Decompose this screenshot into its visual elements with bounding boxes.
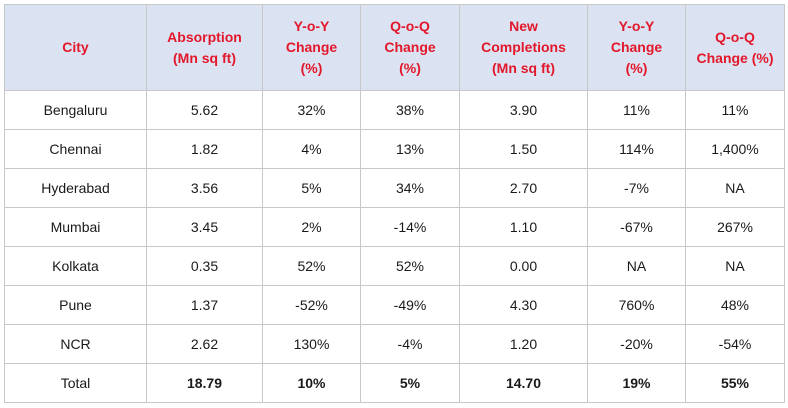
city-cell: Mumbai xyxy=(4,207,147,247)
total-completions-cell: 14.70 xyxy=(459,363,588,403)
header-city: City xyxy=(4,4,147,91)
absorption-cell: 3.45 xyxy=(146,207,263,247)
completions-yoy-cell: NA xyxy=(587,246,686,286)
city-cell: Bengaluru xyxy=(4,90,147,130)
city-cell: Chennai xyxy=(4,129,147,169)
city-cell: Kolkata xyxy=(4,246,147,286)
header-completions-yoy: Y-o-Y Change (%) xyxy=(587,4,686,91)
completions-cell: 1.20 xyxy=(459,324,588,364)
completions-cell: 4.30 xyxy=(459,285,588,325)
completions-cell: 2.70 xyxy=(459,168,588,208)
absorption-qoq-cell: -14% xyxy=(360,207,460,247)
absorption-yoy-cell: 5% xyxy=(262,168,361,208)
absorption-qoq-cell: 38% xyxy=(360,90,460,130)
absorption-qoq-cell: 34% xyxy=(360,168,460,208)
header-line: (%) xyxy=(399,60,421,76)
absorption-cell: 5.62 xyxy=(146,90,263,130)
table-row: Hyderabad 3.56 5% 34% 2.70 -7% NA xyxy=(4,168,785,208)
table-row: Mumbai 3.45 2% -14% 1.10 -67% 267% xyxy=(4,207,785,247)
table-row: Pune 1.37 -52% -49% 4.30 760% 48% xyxy=(4,285,785,325)
city-cell: Hyderabad xyxy=(4,168,147,208)
total-absorption-yoy-cell: 10% xyxy=(262,363,361,403)
header-row: City Absorption (Mn sq ft) Y-o-Y Change … xyxy=(4,4,785,91)
table-row: Kolkata 0.35 52% 52% 0.00 NA NA xyxy=(4,246,785,286)
completions-yoy-cell: 114% xyxy=(587,129,686,169)
completions-qoq-cell: 1,400% xyxy=(685,129,785,169)
total-absorption-qoq-cell: 5% xyxy=(360,363,460,403)
completions-qoq-cell: 11% xyxy=(685,90,785,130)
completions-qoq-cell: 48% xyxy=(685,285,785,325)
header-line: New xyxy=(509,18,538,34)
header-completions-qoq: Q-o-Q Change (%) xyxy=(685,4,785,91)
header-absorption-qoq: Q-o-Q Change (%) xyxy=(360,4,460,91)
header-line: (Mn sq ft) xyxy=(173,49,236,66)
city-cell: Pune xyxy=(4,285,147,325)
header-line: (%) xyxy=(300,60,323,76)
header-line: Completions xyxy=(481,39,566,55)
table-row: NCR 2.62 130% -4% 1.20 -20% -54% xyxy=(4,324,785,364)
completions-yoy-cell: -7% xyxy=(587,168,686,208)
header-line: (Mn sq ft) xyxy=(492,60,555,76)
completions-cell: 3.90 xyxy=(459,90,588,130)
absorption-yoy-cell: 130% xyxy=(262,324,361,364)
completions-qoq-cell: NA xyxy=(685,246,785,286)
absorption-cell: 1.82 xyxy=(146,129,263,169)
absorption-yoy-cell: -52% xyxy=(262,285,361,325)
completions-yoy-cell: -67% xyxy=(587,207,686,247)
completions-yoy-cell: 11% xyxy=(587,90,686,130)
header-line: Change (%) xyxy=(696,49,774,66)
header-line: Change xyxy=(384,39,436,55)
completions-yoy-cell: -20% xyxy=(587,324,686,364)
header-line: City xyxy=(62,39,89,55)
completions-yoy-cell: 760% xyxy=(587,285,686,325)
total-completions-yoy-cell: 19% xyxy=(587,363,686,403)
absorption-qoq-cell: 52% xyxy=(360,246,460,286)
header-line: Q-o-Q xyxy=(715,28,755,45)
header-line: Q-o-Q xyxy=(390,18,430,34)
absorption-yoy-cell: 52% xyxy=(262,246,361,286)
header-line: Y-o-Y xyxy=(618,18,655,34)
header-line: Y-o-Y xyxy=(293,18,330,34)
header-absorption-yoy: Y-o-Y Change (%) xyxy=(262,4,361,91)
header-line: Absorption xyxy=(167,28,242,45)
absorption-qoq-cell: -49% xyxy=(360,285,460,325)
completions-qoq-cell: 267% xyxy=(685,207,785,247)
total-absorption-cell: 18.79 xyxy=(146,363,263,403)
completions-cell: 1.10 xyxy=(459,207,588,247)
completions-cell: 0.00 xyxy=(459,246,588,286)
absorption-yoy-cell: 2% xyxy=(262,207,361,247)
header-line: (%) xyxy=(625,60,648,76)
header-line: Change xyxy=(610,39,663,55)
city-cell: NCR xyxy=(4,324,147,364)
completions-qoq-cell: NA xyxy=(685,168,785,208)
absorption-cell: 2.62 xyxy=(146,324,263,364)
header-absorption: Absorption (Mn sq ft) xyxy=(146,4,263,91)
table-row: Bengaluru 5.62 32% 38% 3.90 11% 11% xyxy=(4,90,785,130)
table-row: Chennai 1.82 4% 13% 1.50 114% 1,400% xyxy=(4,129,785,169)
absorption-cell: 1.37 xyxy=(146,285,263,325)
absorption-yoy-cell: 4% xyxy=(262,129,361,169)
absorption-cell: 3.56 xyxy=(146,168,263,208)
absorption-qoq-cell: 13% xyxy=(360,129,460,169)
total-completions-qoq-cell: 55% xyxy=(685,363,785,403)
absorption-qoq-cell: -4% xyxy=(360,324,460,364)
completions-cell: 1.50 xyxy=(459,129,588,169)
header-line: Change xyxy=(285,39,338,55)
total-row: Total 18.79 10% 5% 14.70 19% 55% xyxy=(4,363,785,403)
absorption-table: City Absorption (Mn sq ft) Y-o-Y Change … xyxy=(4,4,785,403)
completions-qoq-cell: -54% xyxy=(685,324,785,364)
total-label-cell: Total xyxy=(4,363,147,403)
absorption-yoy-cell: 32% xyxy=(262,90,361,130)
absorption-cell: 0.35 xyxy=(146,246,263,286)
header-new-completions: New Completions (Mn sq ft) xyxy=(459,4,588,91)
